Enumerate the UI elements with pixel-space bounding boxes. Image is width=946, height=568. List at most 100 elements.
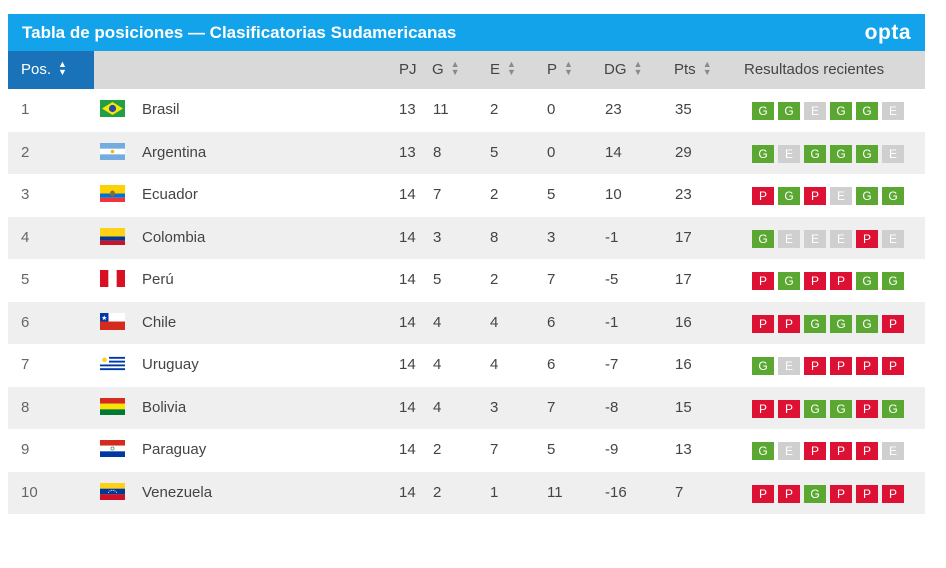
column-label-pj: PJ [399, 61, 417, 78]
losses-cell: 6 [547, 356, 556, 373]
result-badge: P [804, 187, 826, 205]
result-badge: P [804, 357, 826, 375]
team-name: Perú [142, 271, 174, 288]
result-badge: G [778, 187, 800, 205]
result-badge: P [856, 399, 878, 418]
result-badge: P [830, 442, 852, 460]
sort-icon[interactable]: ▲ ▼ [564, 59, 573, 78]
table-row[interactable]: 3 Ecuador 14 7 2 5 10 23 P G P E G G [8, 174, 925, 217]
column-header-dg[interactable]: DG ▲ ▼ [604, 51, 642, 89]
wins-cell: 7 [433, 186, 442, 203]
sort-icon[interactable]: ▲ ▼ [58, 59, 67, 78]
wins-cell: 8 [433, 143, 442, 161]
result-badge: P [752, 484, 774, 503]
points-cell: 35 [675, 101, 692, 118]
result-badge: G [752, 357, 774, 375]
column-header-pos[interactable]: Pos. ▲ ▼ [8, 51, 94, 89]
table-row[interactable]: 4 Colombia 14 3 8 3 -1 17 G E E E P E [8, 216, 925, 259]
result-badge: P [778, 314, 800, 333]
brazil-flag-icon [100, 100, 125, 117]
result-badge: G [856, 314, 878, 333]
result-badge: G [856, 187, 878, 205]
position-cell: 4 [21, 228, 30, 246]
column-label-pos: Pos. [21, 61, 52, 78]
wins-cell: 11 [433, 101, 449, 118]
played-cell: 13 [399, 101, 416, 118]
sort-icon[interactable]: ▲ ▼ [507, 59, 516, 78]
standings-widget: Tabla de posiciones — Clasificatorias Su… [8, 14, 925, 514]
team-name: Argentina [142, 143, 207, 161]
points-cell: 23 [675, 186, 692, 203]
wins-cell: 4 [433, 356, 442, 373]
result-badge: P [752, 399, 774, 418]
played-cell: 14 [399, 228, 416, 246]
column-header-pj: PJ [399, 51, 417, 89]
goal-diff-cell: -8 [605, 398, 619, 416]
sort-icon[interactable]: ▲ ▼ [633, 59, 643, 78]
wins-cell: 3 [433, 228, 442, 246]
uruguay-flag-icon [100, 355, 125, 372]
result-badge: G [804, 484, 826, 503]
result-badge: E [778, 357, 800, 375]
points-cell: 16 [675, 356, 692, 373]
wins-cell: 4 [433, 398, 442, 416]
played-cell: 14 [399, 313, 416, 331]
team-name: Chile [142, 313, 177, 331]
table-row[interactable]: 5 Perú 14 5 2 7 -5 17 P G P P G G [8, 259, 925, 302]
table-row[interactable]: 7 Uruguay 14 4 4 6 -7 16 G E P P P P [8, 344, 925, 387]
result-badge: G [804, 144, 826, 163]
result-badge: G [752, 102, 774, 120]
result-badge: P [856, 229, 878, 248]
goal-diff-cell: 14 [605, 143, 622, 161]
position-cell: 9 [21, 441, 30, 458]
result-badge: P [804, 442, 826, 460]
standings-table-body: 1 Brasil 13 11 2 0 23 35 G G E G G E 2 Argentina 13 8 5 0 14… [8, 89, 925, 514]
position-cell: 2 [21, 143, 30, 161]
wins-cell: 2 [433, 483, 442, 501]
goal-diff-cell: -16 [605, 483, 627, 501]
result-badge: P [830, 484, 852, 503]
draws-cell: 2 [490, 271, 499, 288]
column-label-p: P [547, 61, 558, 78]
played-cell: 14 [399, 271, 416, 288]
goal-diff-cell: -9 [605, 441, 619, 458]
result-badge: G [752, 442, 774, 460]
team-name: Colombia [142, 228, 206, 246]
goal-diff-cell: 10 [605, 186, 622, 203]
played-cell: 14 [399, 356, 416, 373]
column-header-g[interactable]: G ▲ ▼ [432, 51, 460, 89]
position-cell: 7 [21, 356, 30, 373]
sort-icon[interactable]: ▲ ▼ [702, 59, 712, 78]
paraguay-flag-icon [100, 440, 125, 457]
wins-cell: 2 [433, 441, 442, 458]
position-cell: 10 [21, 483, 38, 501]
result-badge: G [830, 399, 852, 418]
table-row[interactable]: 1 Brasil 13 11 2 0 23 35 G G E G G E [8, 89, 925, 132]
sort-icon[interactable]: ▲ ▼ [450, 59, 460, 78]
table-row[interactable]: 8 Bolivia 14 4 3 7 -8 15 P P G G P G [8, 386, 925, 429]
column-header-p[interactable]: P ▲ ▼ [547, 51, 573, 89]
peru-flag-icon [100, 270, 125, 287]
result-badge: G [830, 144, 852, 163]
team-name: Uruguay [142, 356, 199, 373]
table-row[interactable]: 6 Chile 14 4 4 6 -1 16 P P G G G P [8, 301, 925, 344]
result-badge: P [830, 272, 852, 290]
points-cell: 29 [675, 143, 692, 161]
column-header-pts[interactable]: Pts ▲ ▼ [674, 51, 712, 89]
title-bar: Tabla de posiciones — Clasificatorias Su… [8, 14, 925, 51]
table-row[interactable]: 10 Venezuela 14 2 1 11 -16 7 P P G P P P [8, 471, 925, 514]
team-name: Brasil [142, 101, 180, 118]
points-cell: 17 [675, 271, 692, 288]
column-label-e: E [490, 61, 501, 78]
result-badge: P [830, 357, 852, 375]
draws-cell: 4 [490, 356, 499, 373]
column-header-e[interactable]: E ▲ ▼ [490, 51, 516, 89]
argentina-flag-icon [100, 142, 125, 160]
table-row[interactable]: 2 Argentina 13 8 5 0 14 29 G E G G G E [8, 131, 925, 174]
table-row[interactable]: 9 Paraguay 14 2 7 5 -9 13 G E P P P E [8, 429, 925, 472]
result-badge: P [882, 357, 904, 375]
